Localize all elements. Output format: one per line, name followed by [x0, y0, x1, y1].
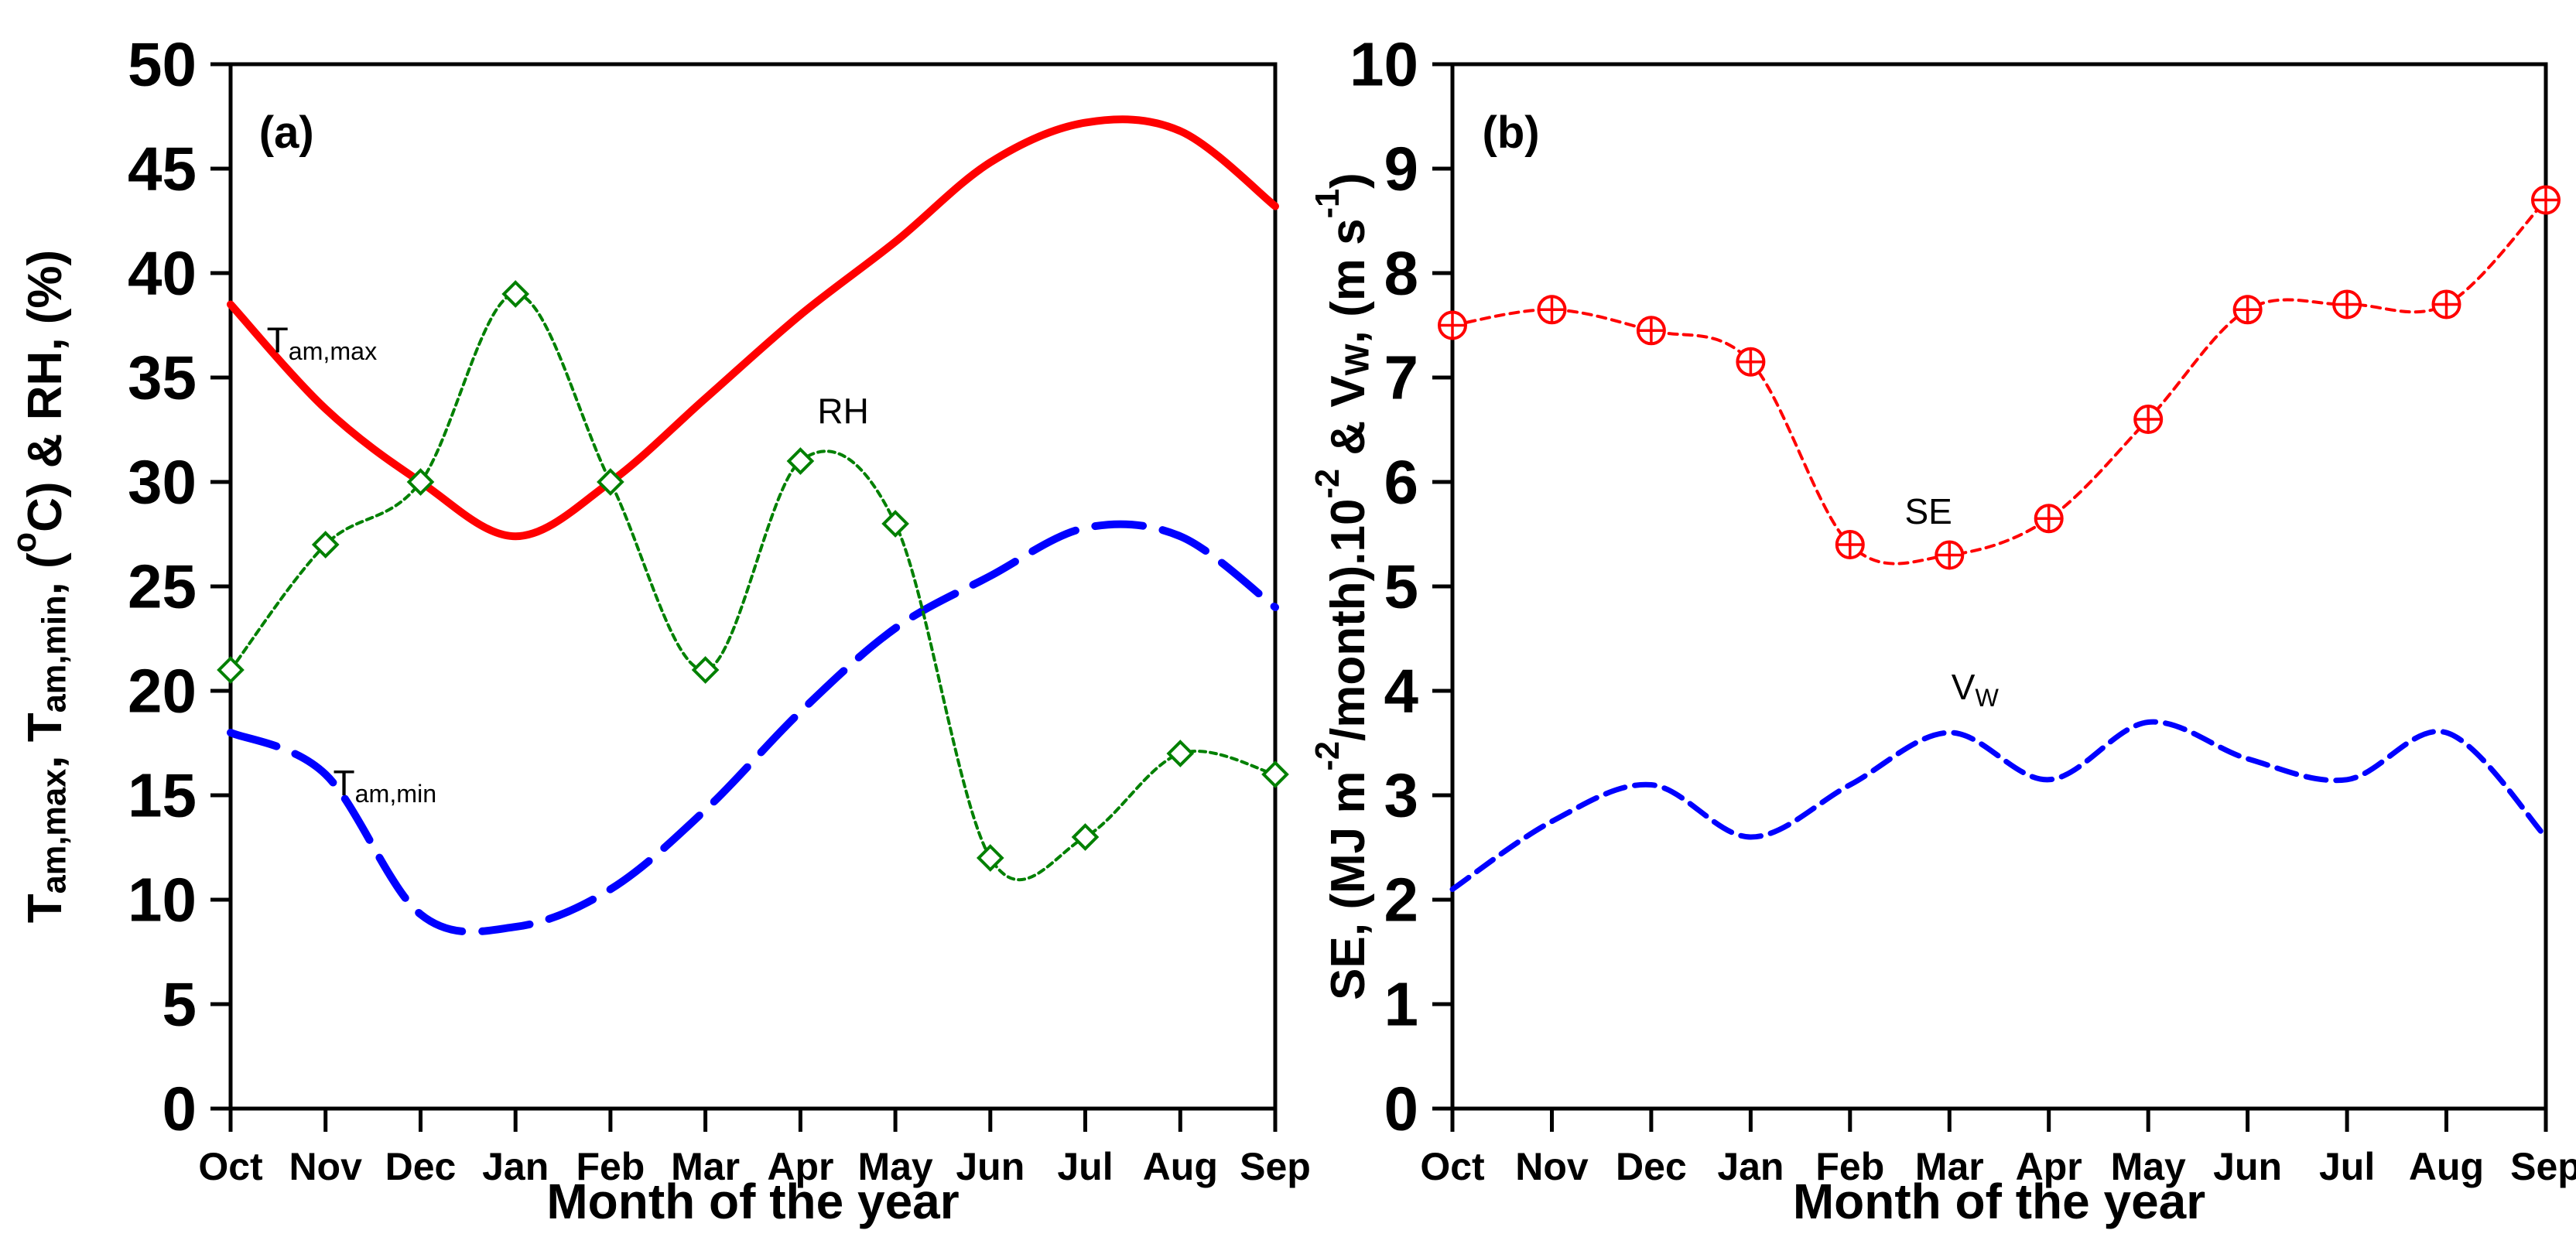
marker-diamond: [976, 844, 1004, 872]
annotation-label-se: SE: [1905, 491, 1952, 531]
x-tick-label: Dec: [385, 1145, 457, 1188]
x-tick-label: Feb: [576, 1145, 645, 1188]
x-tick-label: Jun: [2213, 1145, 2282, 1188]
series-line-se: [1451, 198, 2547, 566]
marker-diamond: [881, 510, 909, 538]
y-tick-label: 35: [128, 343, 197, 412]
series-line-v-w: [1449, 719, 2549, 892]
panel-a: 0 5 10 15 20 25 30 35 40 45 50 Oct Nov Dec Jan Feb Mar Ap…: [6, 30, 1311, 1230]
x-tick-label: Apr: [767, 1145, 833, 1188]
y-tick-label: 5: [1384, 552, 1419, 621]
y-tick-label: 1: [1384, 970, 1419, 1039]
x-tick-label: Sep: [1240, 1145, 1311, 1188]
x-tick-label: Oct: [198, 1145, 263, 1188]
y-tick-label: 50: [128, 30, 197, 99]
series-line-t-am-max: [227, 115, 1279, 541]
series-line-t-am-min: [227, 520, 1279, 936]
marker-diamond: [1071, 823, 1100, 851]
x-tick-label: Apr: [2016, 1145, 2082, 1188]
marker-diamond: [217, 656, 245, 684]
marker-diamond: [501, 280, 530, 308]
x-tick-label: May: [2111, 1145, 2186, 1188]
y-tick-label: 3: [1384, 761, 1419, 830]
marker-diamond: [691, 656, 720, 684]
y-tick-label: 10: [1350, 30, 1418, 99]
marker-diamond: [786, 447, 815, 475]
annotation-label-tam-max: Tam,max: [267, 320, 378, 365]
y-tick-label: 5: [162, 970, 197, 1039]
y-tick-label: 10: [128, 866, 197, 935]
marker-diamond: [1261, 760, 1289, 788]
x-tick-label: Nov: [1515, 1145, 1589, 1188]
annotation-label-tam-min: Tam,min: [334, 763, 437, 808]
y-axis-title: SE, (MJ m-2/month).10-2 & VW, (m s-1): [1309, 173, 1376, 1000]
marker-diamond: [597, 468, 624, 496]
annotation-label-vw: VW: [1952, 667, 2000, 712]
plot-frame: [1450, 62, 2548, 1111]
x-tick-label: May: [857, 1145, 932, 1188]
x-tick-label: Mar: [671, 1145, 740, 1188]
y-tick-label: 0: [162, 1075, 197, 1143]
y-tick-label: 45: [128, 135, 197, 203]
x-tick-label: Aug: [2409, 1145, 2484, 1188]
x-axis-title: Month of the year: [1793, 1174, 2205, 1229]
y-tick-label: 7: [1384, 343, 1419, 412]
x-tick-label: Jul: [2319, 1145, 2375, 1188]
y-tick-label: 2: [1384, 866, 1419, 935]
y-tick-label: 30: [128, 448, 197, 517]
x-tick-label: Jul: [1057, 1145, 1113, 1188]
y-tick-label: 4: [1384, 657, 1419, 726]
plot-frame: [228, 62, 1278, 1111]
x-tick-label: Jan: [1717, 1145, 1784, 1188]
x-tick-label: Nov: [289, 1145, 362, 1188]
marker-diamond: [1166, 740, 1195, 767]
y-tick-label: 0: [1384, 1075, 1419, 1143]
y-tick-label: 15: [128, 761, 197, 830]
x-tick-label: Jan: [482, 1145, 549, 1188]
annotation-corner-label: (a): [259, 108, 314, 158]
panel-b: 0 1 2 3 4 5 6 7 8 9 10 Oct Nov Dec Jan Feb Mar Apr May Jun J…: [1309, 30, 2576, 1230]
y-tick-label: 9: [1384, 135, 1419, 203]
y-tick-label: 20: [128, 657, 197, 726]
annotation-corner-label: (b): [1483, 108, 1540, 158]
y-tick-label: 25: [128, 552, 197, 621]
x-tick-label: Aug: [1143, 1145, 1218, 1188]
marker-diamond: [311, 531, 340, 559]
x-tick-label: Dec: [1616, 1145, 1687, 1188]
x-tick-label: Sep: [2510, 1145, 2576, 1188]
annotation-label-rh: RH: [817, 391, 868, 431]
x-axis-title: Month of the year: [546, 1174, 959, 1229]
y-tick-label: 6: [1384, 448, 1419, 517]
x-tick-label: Jun: [956, 1145, 1025, 1188]
x-tick-label: Mar: [1915, 1145, 1984, 1188]
y-tick-label: 40: [128, 239, 197, 308]
y-axis-title: Tam,max, Tam,min, (oC) & RH, (%): [6, 250, 73, 923]
x-tick-label: Oct: [1420, 1145, 1485, 1188]
x-tick-label: Feb: [1815, 1145, 1884, 1188]
marker-diamond: [406, 468, 435, 496]
y-tick-label: 8: [1384, 239, 1419, 308]
